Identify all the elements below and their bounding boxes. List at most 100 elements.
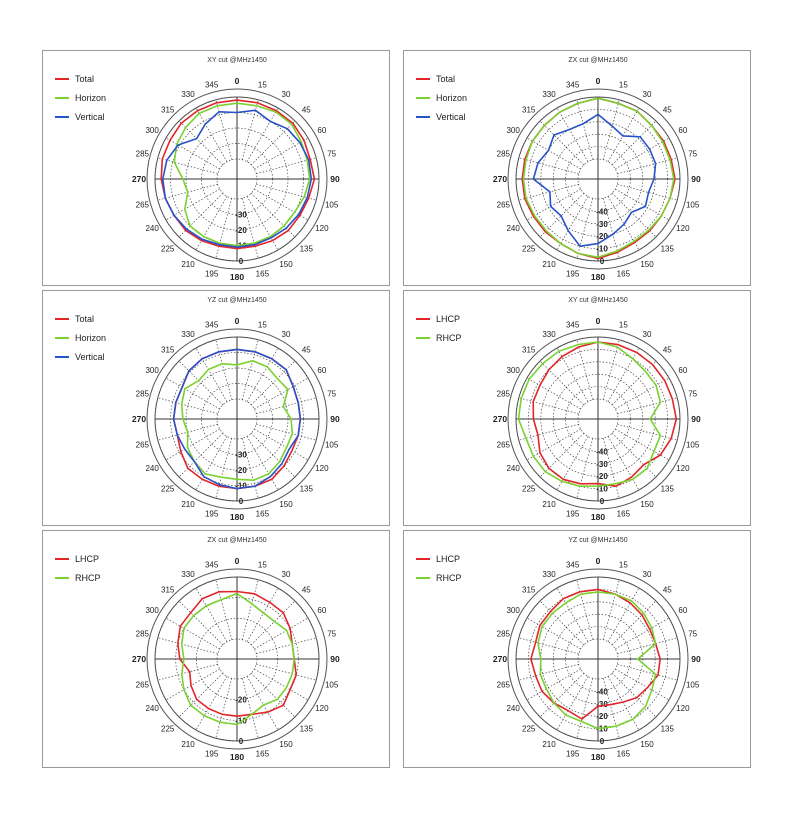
- grid-spoke: [526, 617, 581, 650]
- grid-spoke: [250, 360, 296, 406]
- angle-tick-label: 30: [643, 90, 652, 99]
- angle-tick-label: 240: [145, 224, 159, 233]
- grid-spoke: [556, 587, 589, 642]
- radial-tick-label: -30: [596, 460, 608, 469]
- grid-spoke: [215, 579, 233, 640]
- angle-tick-label: 135: [300, 244, 314, 253]
- angle-tick-label: 90: [691, 414, 701, 424]
- grid-spoke: [195, 196, 228, 251]
- radial-tick-label: -10: [596, 245, 608, 254]
- angle-tick-label: 0: [596, 556, 601, 566]
- chart-panel-xy-cut-circular: XY cut @MHz1450 0 15 30 45 60 75 90 105 120 135 150…: [403, 290, 751, 526]
- grid-spoke: [518, 637, 579, 655]
- grid-spoke: [518, 663, 579, 681]
- grid-spoke: [526, 137, 581, 170]
- angle-tick-label: 300: [145, 126, 159, 135]
- outer-ring: [146, 328, 328, 510]
- angle-tick-label: 265: [136, 440, 150, 449]
- grid-spoke: [215, 339, 233, 400]
- angle-tick-label: 105: [686, 680, 700, 689]
- series-line: [532, 341, 678, 487]
- grid-spoke: [576, 339, 594, 400]
- radial-tick-label: -20: [235, 466, 247, 475]
- grid-spoke: [602, 678, 620, 739]
- angle-tick-label: 270: [132, 654, 146, 664]
- angle-tick-label: 285: [136, 390, 150, 399]
- grid-spoke: [526, 428, 581, 461]
- series-line: [532, 113, 657, 247]
- series-line: [180, 360, 294, 481]
- legend-label: Horizon: [436, 93, 467, 103]
- legend-label: LHCP: [436, 554, 460, 564]
- grid-spoke: [246, 347, 279, 402]
- outer-ring: [507, 568, 689, 750]
- grid-spoke: [215, 99, 233, 160]
- polar-chart-svg: ZX cut @MHz1450 0 15 30 45 60 75 90 105 120 135 150…: [416, 57, 701, 282]
- angle-tick-label: 45: [663, 346, 672, 355]
- chart-panel-xy-cut-linear: XY cut @MHz1450 0 15 30 45 60 75 90 105 120 135 150…: [42, 50, 390, 286]
- angle-tick-label: 165: [617, 750, 631, 759]
- angle-tick-label: 60: [317, 126, 326, 135]
- grid-spoke: [607, 436, 640, 491]
- chart-title: XY cut @MHz1450: [568, 297, 628, 304]
- angle-tick-label: 285: [497, 630, 511, 639]
- grid-spoke: [195, 347, 228, 402]
- angle-tick-label: 165: [256, 510, 270, 519]
- grid-spoke: [157, 663, 218, 681]
- angle-tick-label: 210: [542, 740, 556, 749]
- angle-tick-label: 90: [691, 174, 701, 184]
- legend-label: RHCP: [436, 333, 462, 343]
- angle-tick-label: 285: [497, 390, 511, 399]
- angle-tick-label: 75: [327, 630, 336, 639]
- series-line: [173, 102, 311, 247]
- angle-tick-label: 300: [506, 126, 520, 135]
- angle-tick-label: 345: [566, 80, 580, 89]
- series-line: [180, 592, 295, 726]
- angle-tick-label: 240: [145, 704, 159, 713]
- grid-spoke: [250, 120, 296, 166]
- chart-panel-yz-cut-circular: YZ cut @MHz1450 0 15 30 45 60 75 90 105 120 135 150…: [403, 530, 751, 768]
- grid-spoke: [615, 137, 670, 170]
- grid-spoke: [607, 347, 640, 402]
- angle-tick-label: 345: [205, 80, 219, 89]
- grid-spoke: [576, 579, 594, 640]
- chart-title: YZ cut @MHz1450: [207, 297, 266, 304]
- angle-tick-label: 30: [643, 570, 652, 579]
- grid-spoke: [256, 397, 317, 415]
- angle-tick-label: 105: [686, 440, 700, 449]
- grid-spoke: [256, 157, 317, 175]
- angle-tick-label: 330: [181, 90, 195, 99]
- angle-tick-label: 330: [181, 570, 195, 579]
- legend-label: Vertical: [75, 112, 105, 122]
- polar-chart-svg: YZ cut @MHz1450 0 15 30 45 60 75 90 105 120 135 150…: [416, 537, 701, 762]
- angle-tick-label: 0: [235, 316, 240, 326]
- grid-spoke: [556, 196, 589, 251]
- legend-label: RHCP: [436, 573, 462, 583]
- angle-tick-label: 180: [591, 512, 605, 522]
- grid-spoke: [165, 617, 220, 650]
- angle-tick-label: 270: [493, 174, 507, 184]
- radial-tick-label: 0: [239, 737, 244, 746]
- angle-tick-label: 30: [282, 570, 291, 579]
- grid-spoke: [241, 198, 259, 259]
- grid-spoke: [241, 438, 259, 499]
- grid-spoke: [518, 183, 579, 201]
- radial-tick-label: -40: [596, 687, 608, 696]
- angle-tick-label: 345: [566, 560, 580, 569]
- series-line: [537, 591, 657, 730]
- grid-spoke: [165, 188, 220, 221]
- angle-tick-label: 75: [327, 390, 336, 399]
- grid-spoke: [607, 196, 640, 251]
- grid-spoke: [254, 188, 309, 221]
- angle-tick-label: 315: [161, 106, 175, 115]
- angle-tick-label: 225: [522, 484, 536, 493]
- angle-tick-label: 195: [205, 510, 219, 519]
- grid-spoke: [254, 428, 309, 461]
- angle-tick-label: 150: [640, 260, 654, 269]
- angle-tick-label: 210: [542, 260, 556, 269]
- grid-spoke: [602, 198, 620, 259]
- grid-spoke: [602, 99, 620, 160]
- grid-spoke: [617, 183, 678, 201]
- angle-tick-label: 75: [327, 150, 336, 159]
- angle-tick-label: 330: [542, 90, 556, 99]
